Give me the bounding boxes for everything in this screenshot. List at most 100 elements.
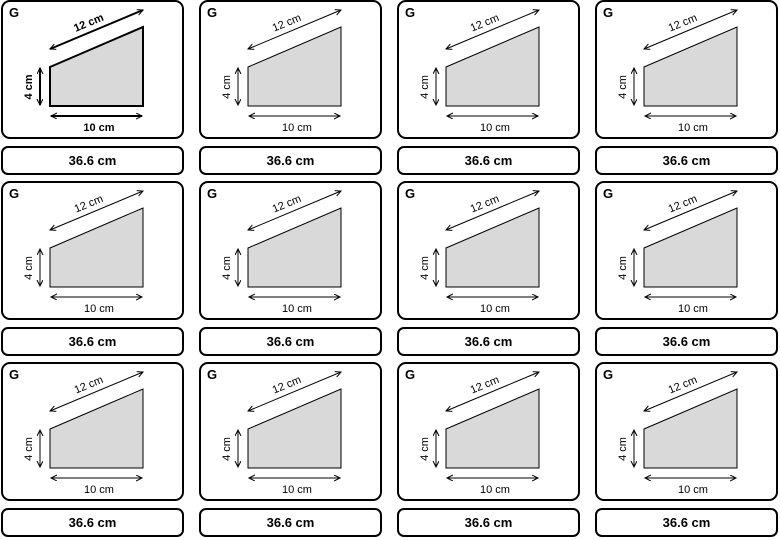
trapezium-shape	[643, 388, 738, 469]
base-length-label: 10 cm	[678, 122, 708, 134]
base-length-label: 10 cm	[282, 122, 312, 134]
height-label: 4 cm	[221, 256, 233, 280]
trapezium-shape	[643, 26, 738, 107]
shape-card: G 12 cm 4 cm 10 cm	[1, 0, 184, 139]
base-length-label: 10 cm	[84, 484, 114, 496]
answer-box: 36.6 cm	[1, 508, 184, 537]
base-length-label: 10 cm	[678, 303, 708, 315]
base-length-label: 10 cm	[282, 303, 312, 315]
card-letter: G	[405, 5, 416, 20]
base-length-label: 10 cm	[84, 303, 114, 315]
trapezium-diagram: 12 cm 4 cm 10 cm	[221, 183, 380, 315]
trapezium-shape	[247, 388, 342, 469]
slant-length-label: 12 cm	[271, 193, 303, 216]
shape-card: G 12 cm 4 cm 10 cm	[595, 181, 778, 320]
answer-box: 36.6 cm	[397, 508, 580, 537]
card-letter: G	[9, 5, 20, 20]
slant-dimension-arrow	[446, 191, 539, 230]
answer-box: 36.6 cm	[397, 146, 580, 175]
trapezium-diagram: 12 cm 4 cm 10 cm	[419, 364, 578, 496]
trapezium-diagram: 12 cm 4 cm 10 cm	[23, 2, 182, 134]
slant-length-label: 12 cm	[667, 12, 699, 35]
trapezium-shape	[49, 25, 144, 107]
trapezium-diagram: 12 cm 4 cm 10 cm	[221, 364, 380, 496]
slant-dimension-arrow	[50, 372, 143, 411]
slant-dimension-arrow	[50, 10, 143, 49]
base-length-label: 10 cm	[480, 122, 510, 134]
trapezium-shape	[643, 207, 738, 288]
height-label: 4 cm	[23, 437, 35, 461]
card-letter: G	[405, 367, 416, 382]
slant-length-label: 12 cm	[667, 193, 699, 216]
slant-length-label: 12 cm	[73, 193, 105, 216]
card-letter: G	[603, 186, 614, 201]
trapezium-diagram: 12 cm 4 cm 10 cm	[617, 183, 776, 315]
trapezium-diagram: 12 cm 4 cm 10 cm	[419, 183, 578, 315]
card-letter: G	[405, 186, 416, 201]
trapezium-shape	[445, 26, 540, 107]
answer-box: 36.6 cm	[199, 146, 382, 175]
height-label: 4 cm	[617, 437, 629, 461]
shape-card: G 12 cm 4 cm 10 cm	[199, 362, 382, 501]
slant-length-label: 12 cm	[469, 12, 501, 35]
base-length-label: 10 cm	[480, 303, 510, 315]
height-label: 4 cm	[419, 75, 431, 99]
trapezium-shape	[49, 207, 144, 288]
slant-dimension-arrow	[644, 372, 737, 411]
answer-box: 36.6 cm	[595, 508, 778, 537]
slant-dimension-arrow	[248, 191, 341, 230]
trapezium-diagram: 12 cm 4 cm 10 cm	[23, 183, 182, 315]
card-letter: G	[207, 367, 218, 382]
answer-box: 36.6 cm	[1, 327, 184, 356]
shape-card: G 12 cm 4 cm 10 cm	[1, 181, 184, 320]
height-label: 4 cm	[23, 74, 35, 99]
base-length-label: 10 cm	[480, 484, 510, 496]
shape-card: G 12 cm 4 cm 10 cm	[595, 362, 778, 501]
card-letter: G	[603, 5, 614, 20]
slant-length-label: 12 cm	[271, 12, 303, 35]
slant-length-label: 12 cm	[73, 374, 105, 397]
slant-dimension-arrow	[50, 191, 143, 230]
card-letter: G	[9, 367, 20, 382]
slant-dimension-arrow	[446, 10, 539, 49]
slant-length-label: 12 cm	[72, 12, 106, 35]
slant-length-label: 12 cm	[469, 374, 501, 397]
card-letter: G	[9, 186, 20, 201]
trapezium-shape	[49, 388, 144, 469]
base-length-label: 10 cm	[83, 122, 114, 134]
answer-box: 36.6 cm	[595, 327, 778, 356]
slant-dimension-arrow	[644, 10, 737, 49]
height-label: 4 cm	[617, 75, 629, 99]
shape-card: G 12 cm 4 cm 10 cm	[397, 181, 580, 320]
trapezium-diagram: 12 cm 4 cm 10 cm	[419, 2, 578, 134]
slant-dimension-arrow	[248, 10, 341, 49]
shape-card: G 12 cm 4 cm 10 cm	[397, 0, 580, 139]
trapezium-shape	[247, 26, 342, 107]
trapezium-diagram: 12 cm 4 cm 10 cm	[617, 364, 776, 496]
slant-length-label: 12 cm	[469, 193, 501, 216]
answer-box: 36.6 cm	[199, 327, 382, 356]
height-label: 4 cm	[221, 437, 233, 461]
trapezium-diagram: 12 cm 4 cm 10 cm	[221, 2, 380, 134]
trapezium-shape	[445, 207, 540, 288]
card-letter: G	[603, 367, 614, 382]
card-letter: G	[207, 5, 218, 20]
slant-dimension-arrow	[644, 191, 737, 230]
height-label: 4 cm	[221, 75, 233, 99]
height-label: 4 cm	[419, 437, 431, 461]
answer-box: 36.6 cm	[199, 508, 382, 537]
answer-box: 36.6 cm	[397, 327, 580, 356]
answer-box: 36.6 cm	[1, 146, 184, 175]
shape-card: G 12 cm 4 cm 10 cm	[199, 0, 382, 139]
trapezium-diagram: 12 cm 4 cm 10 cm	[23, 364, 182, 496]
slant-dimension-arrow	[248, 372, 341, 411]
height-label: 4 cm	[23, 256, 35, 280]
answer-box: 36.6 cm	[595, 146, 778, 175]
shape-card: G 12 cm 4 cm 10 cm	[199, 181, 382, 320]
height-label: 4 cm	[617, 256, 629, 280]
trapezium-shape	[247, 207, 342, 288]
trapezium-diagram: 12 cm 4 cm 10 cm	[617, 2, 776, 134]
card-letter: G	[207, 186, 218, 201]
shape-card: G 12 cm 4 cm 10 cm	[1, 362, 184, 501]
